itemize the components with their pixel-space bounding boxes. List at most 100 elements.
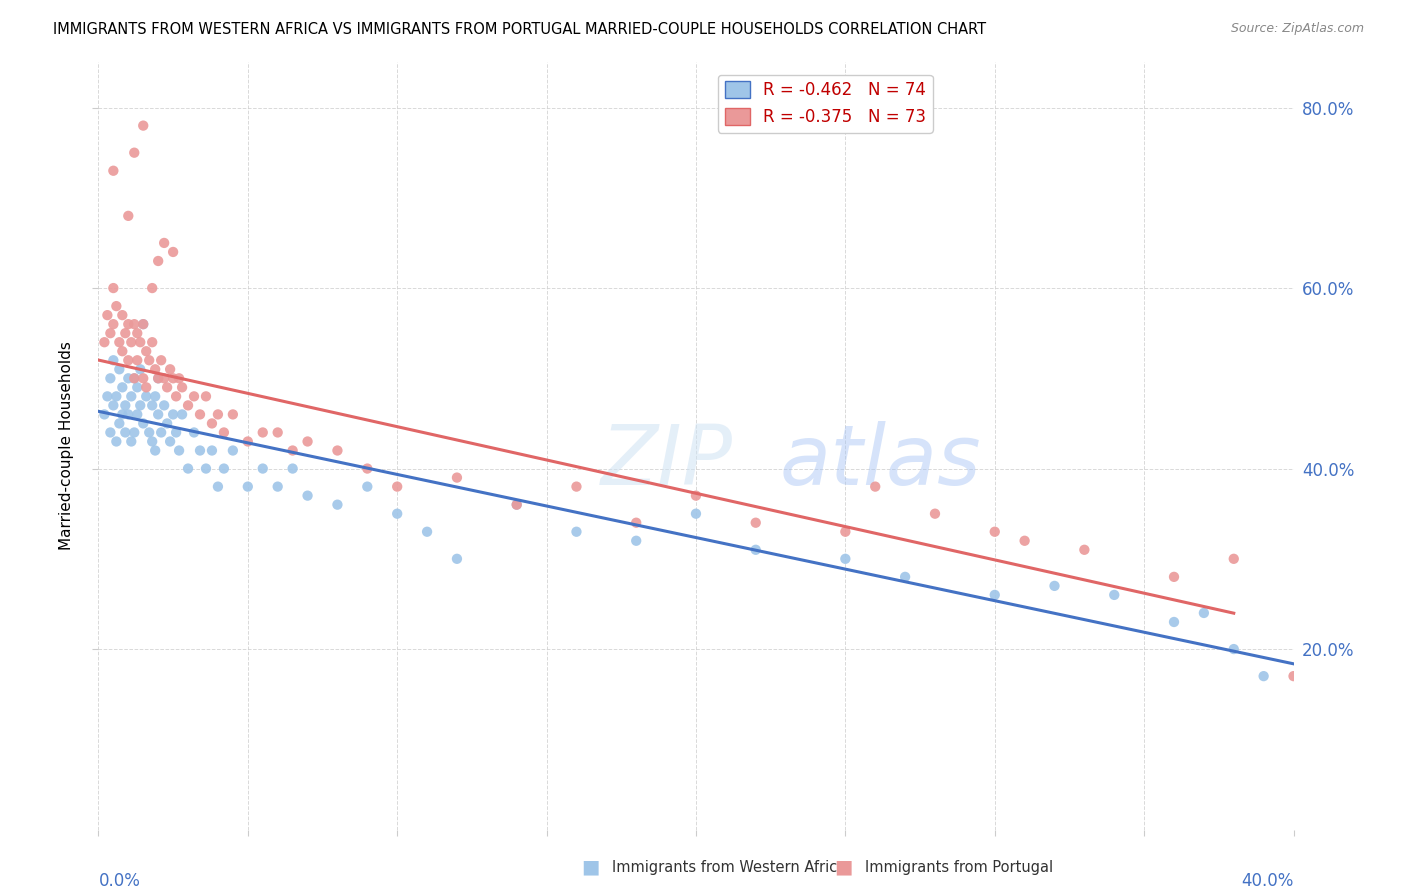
Point: [103, 353, 125, 368]
Point: [385, 480, 409, 494]
Point: [565, 524, 588, 539]
Text: 0.0%: 0.0%: [98, 871, 141, 889]
Point: [105, 389, 128, 403]
Point: [148, 371, 170, 385]
Point: [150, 425, 173, 440]
Point: [120, 335, 142, 350]
Point: [156, 417, 179, 431]
Point: [132, 371, 155, 385]
Point: [183, 425, 205, 440]
Point: [129, 398, 152, 412]
Point: [135, 380, 157, 394]
Point: [156, 380, 179, 394]
Text: Source: ZipAtlas.com: Source: ZipAtlas.com: [1230, 22, 1364, 36]
Point: [416, 524, 439, 539]
Point: [212, 425, 235, 440]
Point: [167, 443, 190, 458]
Point: [124, 317, 146, 331]
Point: [148, 408, 170, 422]
Point: [108, 417, 131, 431]
Point: [124, 425, 146, 440]
Point: [834, 551, 856, 566]
Point: [127, 380, 149, 394]
Point: [984, 588, 1007, 602]
Point: [894, 570, 917, 584]
Point: [117, 353, 139, 368]
Point: [111, 380, 134, 394]
Point: [1253, 669, 1275, 683]
Point: [117, 317, 139, 331]
Point: [141, 434, 163, 449]
Point: [132, 317, 155, 331]
Point: [745, 516, 768, 530]
Point: [159, 362, 181, 376]
Point: [103, 398, 125, 412]
Point: [195, 461, 218, 475]
Point: [267, 480, 290, 494]
Point: [120, 389, 142, 403]
Point: [984, 524, 1007, 539]
Text: Immigrants from Portugal: Immigrants from Portugal: [865, 860, 1053, 874]
Point: [1223, 642, 1246, 657]
Point: [506, 498, 529, 512]
Point: [114, 326, 136, 341]
Point: [117, 408, 139, 422]
Point: [141, 398, 163, 412]
Point: [326, 443, 349, 458]
Point: [865, 480, 887, 494]
Point: [177, 461, 200, 475]
Point: [103, 281, 125, 295]
Point: [297, 489, 319, 503]
Point: [108, 362, 131, 376]
Point: [236, 480, 259, 494]
Point: [153, 371, 176, 385]
Point: [685, 507, 707, 521]
Point: [207, 480, 229, 494]
Point: [105, 434, 128, 449]
Point: [1223, 551, 1246, 566]
Point: [124, 371, 146, 385]
Point: [195, 389, 218, 403]
Point: [138, 353, 160, 368]
Point: [162, 408, 184, 422]
Point: [1014, 533, 1036, 548]
Point: [207, 408, 229, 422]
Point: [138, 425, 160, 440]
Point: [98, 326, 122, 341]
Point: [117, 209, 139, 223]
Point: [201, 443, 224, 458]
Text: 40.0%: 40.0%: [1241, 871, 1294, 889]
Point: [132, 119, 155, 133]
Point: [150, 353, 173, 368]
Point: [222, 408, 245, 422]
Point: [127, 326, 149, 341]
Point: [326, 498, 349, 512]
Point: [1163, 570, 1185, 584]
Point: [172, 380, 194, 394]
Point: [1043, 579, 1066, 593]
Point: [446, 470, 468, 484]
Point: [129, 362, 152, 376]
Point: [96, 308, 118, 322]
Point: [124, 145, 146, 160]
Point: [212, 461, 235, 475]
Point: [148, 254, 170, 268]
Point: [132, 317, 155, 331]
Point: [127, 353, 149, 368]
Point: [143, 362, 166, 376]
Point: [132, 417, 155, 431]
Point: [201, 417, 224, 431]
Point: [114, 398, 136, 412]
Point: [129, 335, 152, 350]
Point: [188, 443, 211, 458]
Point: [135, 344, 157, 359]
Point: [103, 163, 125, 178]
Point: [103, 317, 125, 331]
Point: [924, 507, 946, 521]
Point: [188, 408, 211, 422]
Point: [141, 281, 163, 295]
Point: [252, 425, 274, 440]
Point: [111, 308, 134, 322]
Point: [446, 551, 468, 566]
Point: [143, 389, 166, 403]
